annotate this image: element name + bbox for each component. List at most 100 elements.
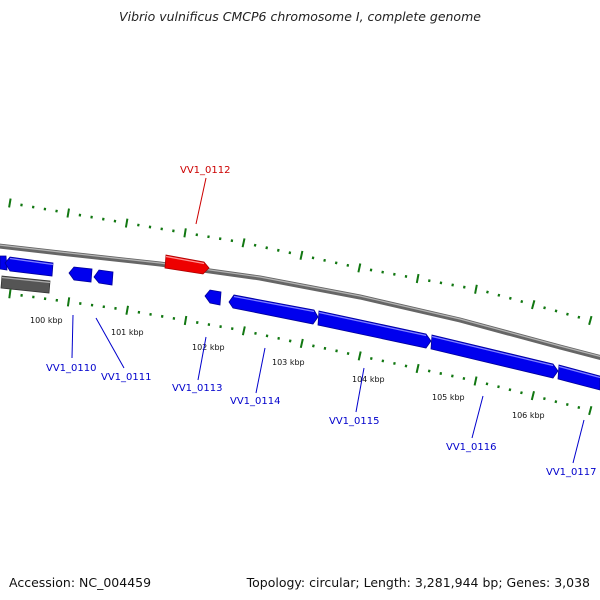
inner-track-minor-tick xyxy=(497,385,500,389)
inner-track-major-tick xyxy=(66,297,71,307)
inner-track-minor-tick xyxy=(149,312,152,316)
gene-label-vv1-0116[interactable]: VV1_0116 xyxy=(446,442,497,453)
outer-track-minor-tick xyxy=(323,258,326,262)
outer-track-minor-tick xyxy=(508,296,512,300)
inner-track-major-tick xyxy=(415,363,420,374)
inner-track-minor-tick xyxy=(381,359,385,363)
inner-track-minor-tick xyxy=(439,371,443,376)
inner-track-minor-tick xyxy=(254,331,257,335)
inner-track-minor-tick xyxy=(451,374,454,378)
tick-label-102: 102 kbp xyxy=(192,343,225,352)
outer-track-major-tick xyxy=(124,218,129,228)
genome-summary-text: Topology: circular; Length: 3,281,944 bp… xyxy=(246,575,590,590)
outer-track-minor-tick xyxy=(439,281,443,285)
inner-track-minor-tick xyxy=(277,336,280,340)
inner-track-minor-tick xyxy=(577,406,581,410)
inner-track-minor-tick xyxy=(265,334,269,338)
gene-vv1-0110-feature[interactable] xyxy=(4,256,54,277)
gene-label-vv1-0111[interactable]: VV1_0111 xyxy=(101,372,152,383)
inner-track-major-tick xyxy=(125,305,129,315)
leader-line-vv1-0111 xyxy=(95,317,125,369)
outer-track-major-tick xyxy=(415,273,420,284)
inner-track-minor-tick xyxy=(485,382,489,386)
outer-track-minor-tick xyxy=(346,263,350,267)
inner-track-minor-tick xyxy=(565,403,569,407)
gene-vv1-0116-feature[interactable] xyxy=(430,334,559,379)
inner-track-minor-tick xyxy=(230,327,234,331)
outer-track-minor-tick xyxy=(55,209,58,213)
inner-track-minor-tick xyxy=(393,361,396,365)
tick-label-100: 100 kbp xyxy=(30,316,63,325)
inner-track-minor-tick xyxy=(404,364,408,368)
outer-track-minor-tick xyxy=(334,261,338,265)
leader-line-vv1-0117 xyxy=(572,419,585,464)
inner-track-major-tick xyxy=(530,391,535,401)
inner-track-minor-tick xyxy=(335,349,338,353)
gene-upstream-feature[interactable] xyxy=(0,255,8,271)
gene-vv1-0115-feature[interactable] xyxy=(317,310,432,349)
outer-track-minor-tick xyxy=(566,312,569,316)
inner-track-major-tick xyxy=(588,405,593,416)
outer-track-major-tick xyxy=(183,228,187,238)
accession-text: Accession: NC_004459 xyxy=(9,575,152,590)
outer-track-major-tick xyxy=(299,250,304,260)
inner-track-minor-tick xyxy=(554,400,558,404)
gene-label-vv1-0112[interactable]: VV1_0112 xyxy=(180,165,231,176)
outer-track-major-tick xyxy=(241,238,246,248)
leader-line-vv1-0115 xyxy=(355,367,365,413)
gene-label-vv1-0117[interactable]: VV1_0117 xyxy=(546,467,597,478)
outer-track-minor-tick xyxy=(113,219,117,223)
gene-vv1-0113-feature[interactable] xyxy=(204,289,222,306)
tick-label-106: 106 kbp xyxy=(512,411,545,420)
gene-vv1-0112-feature[interactable] xyxy=(164,254,210,275)
gene-vv1-0111a-feature[interactable] xyxy=(68,266,93,283)
inner-track-minor-tick xyxy=(195,320,199,325)
inner-track-minor-tick xyxy=(508,388,512,392)
inner-track-minor-tick xyxy=(520,391,523,395)
outer-tick-track xyxy=(8,198,593,326)
tick-label-104: 104 kbp xyxy=(352,375,385,384)
inner-track-major-tick xyxy=(299,338,304,349)
inner-tick-track xyxy=(8,289,593,416)
inner-track-major-tick xyxy=(8,289,12,299)
outer-track-minor-tick xyxy=(253,243,257,247)
tick-label-101: 101 kbp xyxy=(111,328,144,337)
map-title: Vibrio vulnificus CMCP6 chromosome I, co… xyxy=(119,9,481,24)
outer-track-minor-tick xyxy=(497,293,501,297)
inner-track-minor-tick xyxy=(312,344,315,348)
outer-track-minor-tick xyxy=(265,246,269,250)
outer-track-minor-tick xyxy=(393,272,396,276)
outer-track-minor-tick xyxy=(369,268,373,272)
inner-track-minor-tick xyxy=(288,339,292,343)
gene-label-vv1-0115[interactable]: VV1_0115 xyxy=(329,416,380,427)
gene-label-vv1-0114[interactable]: VV1_0114 xyxy=(230,396,281,407)
inner-track-minor-tick xyxy=(462,376,466,381)
inner-track-minor-tick xyxy=(323,346,327,350)
outer-track-minor-tick xyxy=(137,223,140,227)
inner-track-major-tick xyxy=(473,376,478,386)
leader-line-vv1-0112 xyxy=(195,177,207,225)
inner-track-major-tick xyxy=(241,326,246,336)
outer-track-major-tick xyxy=(588,315,593,326)
outer-track-minor-tick xyxy=(577,315,581,319)
leader-line-vv1-0114 xyxy=(255,347,266,394)
leader-line-vv1-0116 xyxy=(471,395,484,439)
outer-track-minor-tick xyxy=(276,248,280,252)
pseudogene-feature[interactable] xyxy=(0,275,51,294)
outer-track-minor-tick xyxy=(486,290,489,294)
inner-track-minor-tick xyxy=(346,351,350,355)
genome-backbone-highlight xyxy=(0,244,600,358)
gene-vv1-0114-feature[interactable] xyxy=(228,294,319,325)
outer-track-major-tick xyxy=(531,300,536,310)
outer-track-minor-tick xyxy=(554,309,558,313)
gene-label-vv1-0113[interactable]: VV1_0113 xyxy=(172,383,223,394)
outer-track-minor-tick xyxy=(288,251,292,255)
inner-track-minor-tick xyxy=(369,356,373,360)
inner-track-major-tick xyxy=(357,351,362,361)
genome-backbone xyxy=(0,243,600,360)
outer-track-minor-tick xyxy=(381,270,384,274)
gene-vv1-0111b-feature[interactable] xyxy=(93,269,114,286)
gene-vv1-0117-feature[interactable] xyxy=(557,364,600,391)
gene-label-vv1-0110[interactable]: VV1_0110 xyxy=(46,363,97,374)
